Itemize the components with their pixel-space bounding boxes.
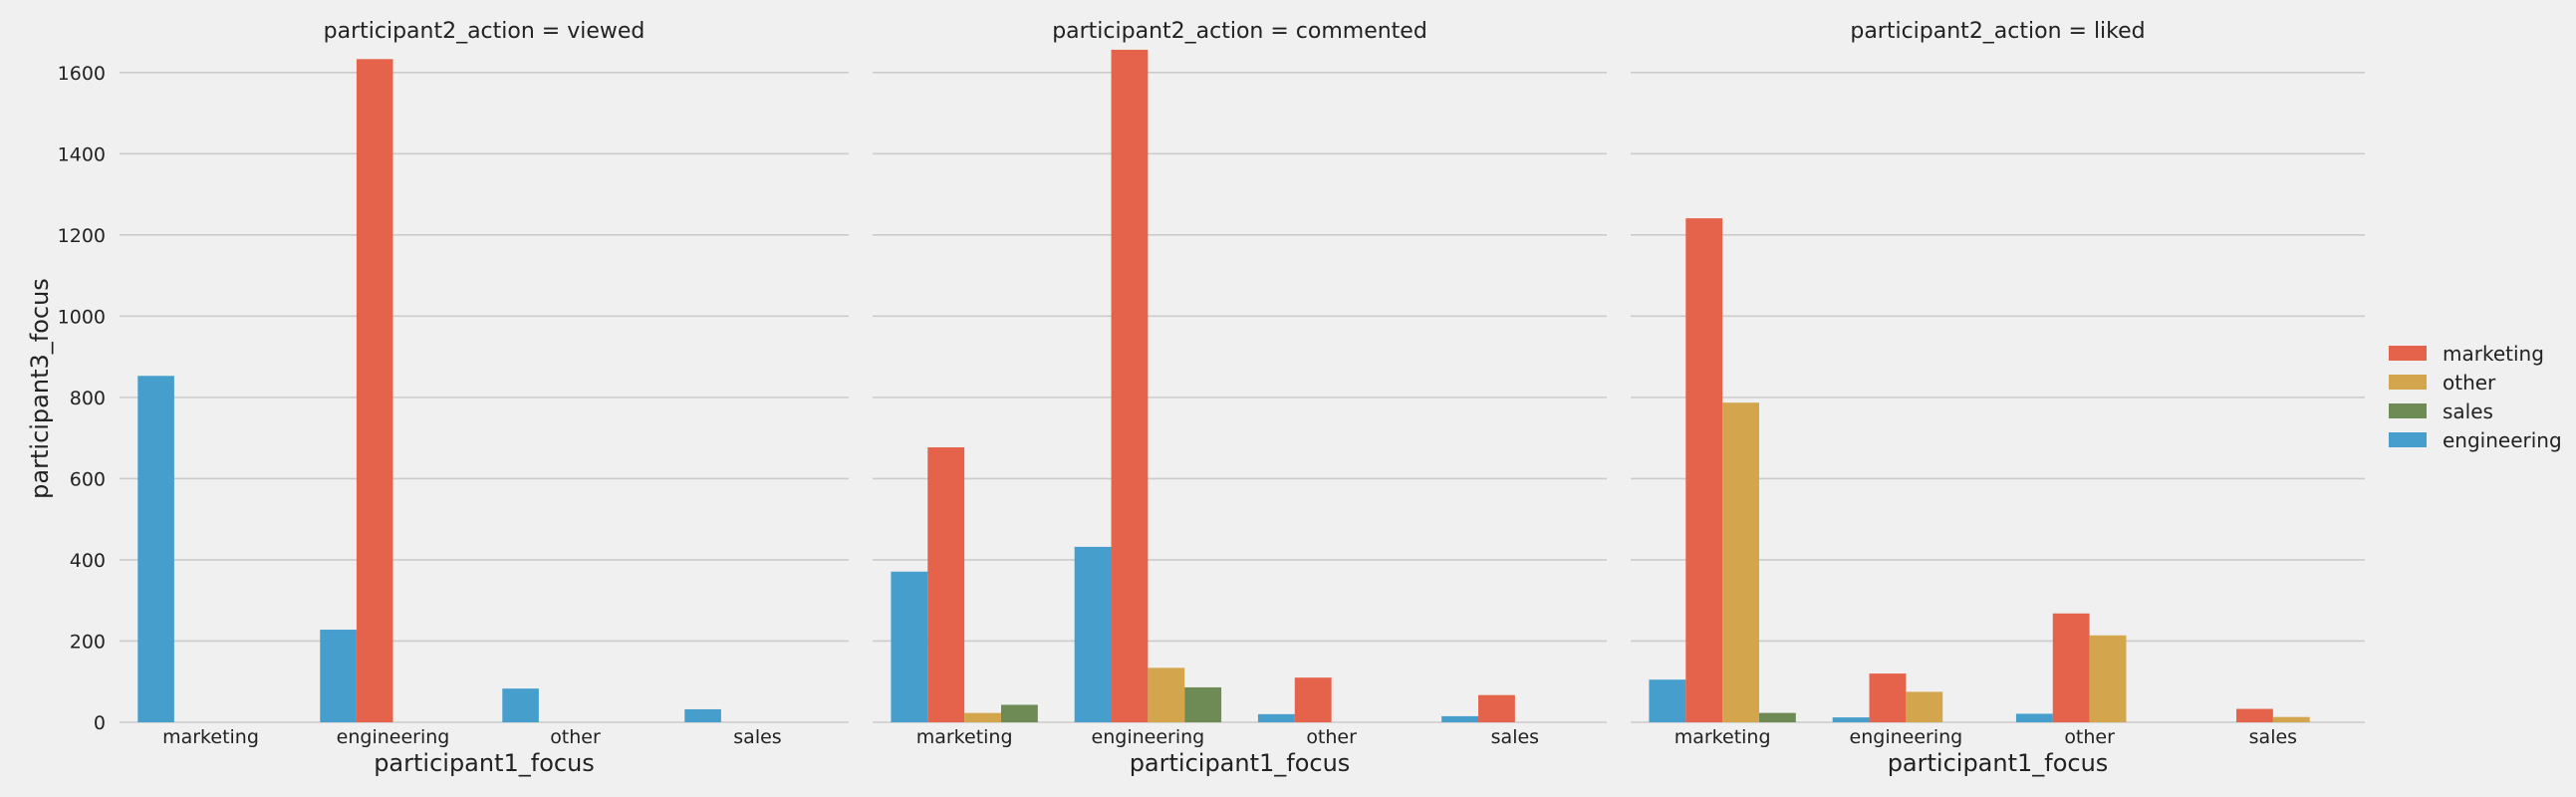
x-tick-label: engineering xyxy=(337,726,450,748)
bar-engineering-marketing xyxy=(137,376,174,722)
bar-other-marketing xyxy=(964,712,1001,722)
bar-engineering-marketing xyxy=(1649,679,1686,722)
y-tick-label: 200 xyxy=(70,631,106,653)
x-tick-label: sales xyxy=(733,726,781,748)
x-tick-label: engineering xyxy=(1092,726,1205,748)
x-tick-label: other xyxy=(2064,726,2115,748)
legend-label-sales: sales xyxy=(2443,399,2493,423)
y-tick-label: 0 xyxy=(94,712,106,734)
bar-engineering-other xyxy=(1257,713,1295,722)
y-axis-label: participant3_focus xyxy=(26,278,54,499)
bar-engineering-sales xyxy=(684,708,721,722)
y-tick-label: 1600 xyxy=(58,63,106,85)
facet-title: participant2_action = liked xyxy=(1850,19,2145,44)
x-tick-label: other xyxy=(1306,726,1357,748)
x-tick-label: other xyxy=(550,726,601,748)
bar-marketing-engineering xyxy=(356,59,393,722)
bar-sales-marketing xyxy=(1758,712,1796,722)
y-tick-label: 600 xyxy=(70,468,106,490)
bar-other-other xyxy=(2089,635,2127,722)
bar-engineering-other xyxy=(2015,713,2053,722)
legend: marketing other sales engineering xyxy=(2389,342,2562,452)
x-axis-label: participant1_focus xyxy=(374,749,595,777)
y-tick-label: 1200 xyxy=(58,225,106,247)
y-tick-label: 800 xyxy=(70,388,106,409)
bar-other-sales xyxy=(2272,716,2310,722)
x-tick-label: sales xyxy=(1491,726,1539,748)
bar-engineering-sales xyxy=(1441,715,1479,722)
bar-marketing-sales xyxy=(2236,708,2273,722)
bar-engineering-engineering xyxy=(320,630,357,722)
facet-3: participant2_action = liked marketing engi… xyxy=(1631,19,2365,777)
bar-engineering-other xyxy=(502,688,539,722)
bar-marketing-marketing xyxy=(927,447,965,722)
legend-swatch-sales xyxy=(2389,403,2427,418)
x-tick-label: engineering xyxy=(1850,726,1963,748)
bar-marketing-other xyxy=(2052,613,2090,722)
bar-marketing-engineering xyxy=(1111,49,1149,723)
x-axis-label: participant1_focus xyxy=(1130,749,1351,777)
facet-title: participant2_action = viewed xyxy=(324,19,645,44)
legend-swatch-marketing xyxy=(2389,346,2427,361)
bar-engineering-engineering xyxy=(1832,717,1870,722)
y-tick-label: 1000 xyxy=(58,306,106,328)
facet-title: participant2_action = commented xyxy=(1052,19,1427,44)
y-tick-label: 400 xyxy=(70,550,106,572)
legend-swatch-other xyxy=(2389,375,2427,390)
bar-engineering-engineering xyxy=(1074,546,1112,722)
x-tick-label: marketing xyxy=(916,726,1013,748)
x-tick-label: sales xyxy=(2249,726,2297,748)
bar-other-marketing xyxy=(1722,402,1759,722)
x-tick-label: marketing xyxy=(162,726,259,748)
bar-marketing-sales xyxy=(1478,694,1515,722)
y-tick-label: 1400 xyxy=(58,143,106,165)
bar-engineering-marketing xyxy=(891,571,928,722)
legend-label-engineering: engineering xyxy=(2443,428,2562,452)
bar-marketing-marketing xyxy=(1685,218,1723,723)
facet-1: participant2_action = viewed marketing eng… xyxy=(26,19,849,777)
bar-marketing-engineering xyxy=(1869,673,1907,722)
legend-label-marketing: marketing xyxy=(2443,342,2544,366)
x-axis-label: participant1_focus xyxy=(1888,749,2109,777)
bar-marketing-other xyxy=(1294,677,1332,722)
x-tick-label: marketing xyxy=(1674,726,1771,748)
bar-sales-marketing xyxy=(1000,704,1038,722)
bar-other-engineering xyxy=(1148,667,1185,722)
bar-other-engineering xyxy=(1906,691,1943,722)
facet-2: participant2_action = commented marketing… xyxy=(873,19,1607,777)
bar-sales-engineering xyxy=(1184,686,1222,722)
legend-label-other: other xyxy=(2443,371,2496,395)
legend-swatch-engineering xyxy=(2389,432,2427,447)
